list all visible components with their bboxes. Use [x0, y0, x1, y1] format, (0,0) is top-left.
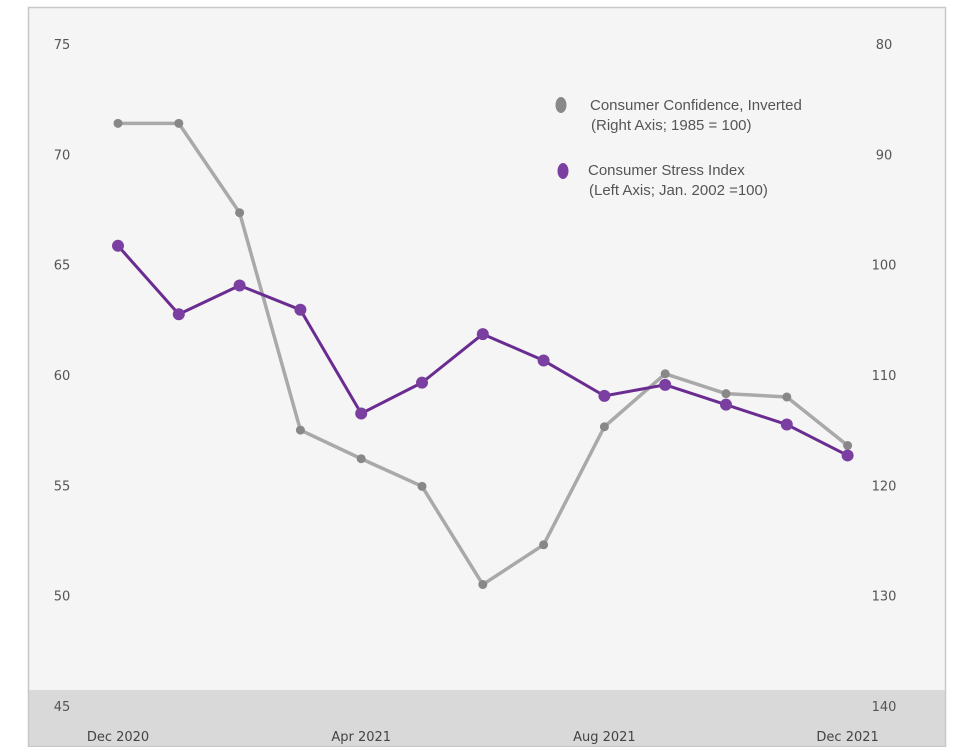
left-axis-tick-label: 45: [54, 700, 71, 715]
data-point-consumer-stress: [416, 376, 428, 389]
legend-marker: [557, 163, 569, 179]
data-point-consumer-stress: [841, 449, 854, 462]
data-point-consumer-stress: [780, 418, 793, 431]
x-axis-tick-label: Aug 2021: [573, 730, 636, 745]
data-point-consumer-confidence: [539, 540, 549, 550]
right-axis-tick-label: 140: [872, 700, 897, 715]
data-point-consumer-confidence: [295, 425, 305, 435]
right-axis-tick-label: 100: [872, 259, 897, 274]
data-point-consumer-stress: [720, 398, 732, 411]
right-axis-tick-label: 80: [876, 38, 893, 53]
data-point-consumer-confidence: [599, 422, 609, 432]
right-axis-tick-label: 90: [876, 148, 893, 163]
legend-label: Consumer Stress Index: [588, 162, 745, 179]
right-axis-tick-label: 120: [872, 479, 897, 494]
x-axis-tick-label: Dec 2021: [816, 730, 878, 745]
data-point-consumer-stress: [537, 354, 550, 367]
left-axis-tick-label: 70: [54, 148, 71, 163]
left-axis-tick-label: 75: [54, 38, 71, 53]
left-axis-tick-label: 50: [54, 590, 71, 605]
x-axis-tick-label: Dec 2020: [87, 730, 149, 745]
legend-label: Consumer Confidence, Inverted: [590, 97, 802, 114]
series-layer: [112, 118, 854, 590]
right-axis-tick-label: 110: [872, 369, 897, 384]
data-point-consumer-confidence: [417, 481, 427, 491]
data-point-consumer-confidence: [843, 441, 853, 451]
data-point-consumer-confidence: [235, 208, 245, 218]
data-point-consumer-confidence: [478, 580, 488, 590]
left-axis-tick-label: 55: [54, 479, 71, 494]
data-point-consumer-stress: [598, 389, 611, 402]
plot-background: [28, 7, 946, 747]
data-point-consumer-stress: [476, 328, 489, 341]
legend-marker: [555, 97, 567, 113]
data-point-consumer-stress: [355, 407, 368, 420]
left-axis-ticks: 75 70 65 60 55 50 45: [54, 38, 71, 715]
left-axis-tick-label: 60: [54, 369, 71, 384]
data-point-consumer-confidence: [782, 392, 792, 402]
x-axis-ticks: Dec 2020 Apr 2021 Aug 2021 Dec 2021: [87, 730, 879, 745]
data-point-consumer-confidence: [113, 118, 123, 128]
data-point-consumer-stress: [112, 239, 124, 252]
data-point-consumer-confidence: [721, 389, 731, 399]
data-point-consumer-stress: [294, 303, 307, 316]
legend: Consumer Confidence, Inverted (Right Axis…: [555, 97, 802, 199]
legend-sublabel: (Left Axis; Jan. 2002 =100): [589, 182, 768, 199]
right-axis-ticks: 80 90 100 110 120 130 140: [872, 38, 897, 715]
data-point-consumer-confidence: [660, 369, 670, 379]
data-point-consumer-stress: [233, 279, 246, 292]
right-axis-tick-label: 130: [872, 590, 897, 605]
data-point-consumer-stress: [172, 308, 185, 321]
data-point-consumer-confidence: [356, 454, 366, 464]
left-axis-tick-label: 65: [54, 259, 71, 274]
legend-sublabel: (Right Axis; 1985 = 100): [591, 117, 752, 134]
x-axis-tick-label: Apr 2021: [331, 730, 391, 745]
data-point-consumer-stress: [659, 378, 672, 391]
x-axis-band: [28, 690, 946, 747]
data-point-consumer-confidence: [174, 118, 184, 128]
